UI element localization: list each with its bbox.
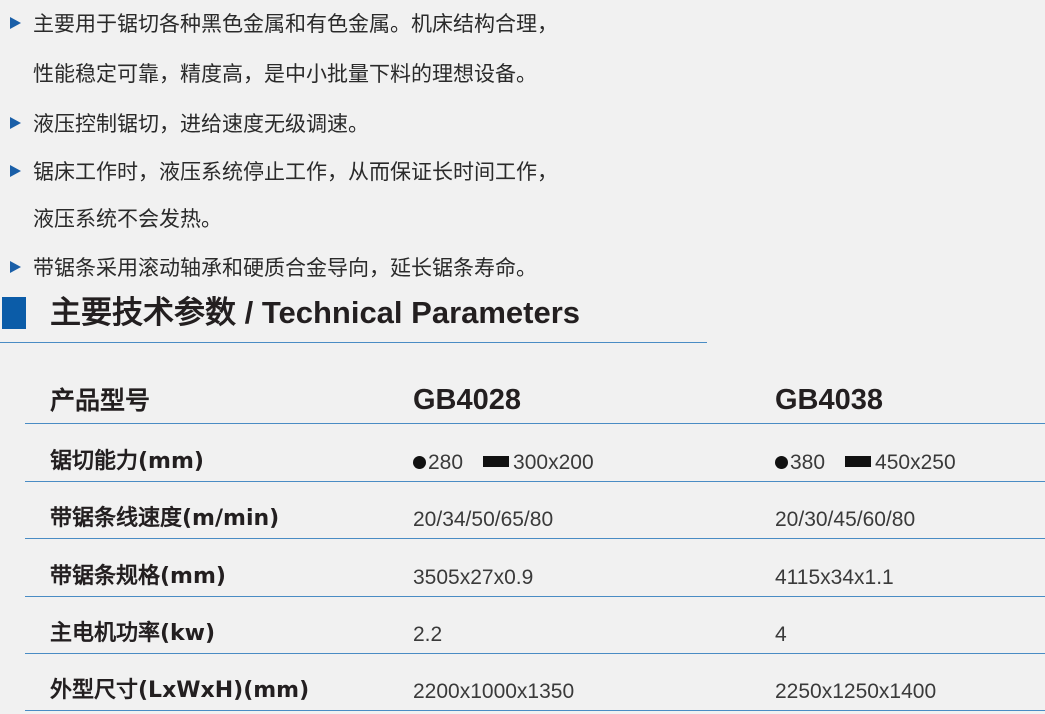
triangle-bullet-icon bbox=[10, 17, 21, 29]
feature-item: 锯床工作时，液压系统停止工作，从而保证长时间工作， bbox=[10, 158, 558, 186]
row-label: 主电机功率(kw) bbox=[50, 621, 216, 646]
table-row: 主电机功率(kw) 2.2 4 bbox=[25, 597, 1045, 654]
table-row: 外型尺寸(LxWxH)(mm) 2200x1000x1350 2250x1250… bbox=[25, 654, 1045, 711]
cell-value: 20/30/45/60/80 bbox=[775, 508, 916, 531]
feature-text: 锯床工作时，液压系统停止工作，从而保证长时间工作， bbox=[33, 160, 558, 184]
round-stock-icon bbox=[775, 456, 788, 469]
section-title: 主要技术参数 / Technical Parameters bbox=[50, 295, 581, 330]
cell-value: 2200x1000x1350 bbox=[413, 680, 575, 703]
rect-stock-icon bbox=[483, 456, 510, 467]
row-label: 带锯条线速度(m/min) bbox=[50, 506, 280, 531]
feature-item: 液压控制锯切，进给速度无级调速。 bbox=[10, 110, 369, 138]
divider bbox=[0, 342, 707, 343]
triangle-bullet-icon bbox=[10, 117, 21, 129]
triangle-bullet-icon bbox=[10, 261, 21, 273]
round-stock-icon bbox=[413, 456, 426, 469]
table-row: 带锯条线速度(m/min) 20/34/50/65/80 20/30/45/60… bbox=[25, 482, 1045, 539]
header-label: 产品型号 bbox=[50, 386, 151, 415]
table-row: 带锯条规格(mm) 3505x27x0.9 4115x34x1.1 bbox=[25, 539, 1045, 597]
round-value: 280 bbox=[428, 451, 464, 474]
cell-value: 3505x27x0.9 bbox=[413, 566, 534, 589]
round-value: 380 bbox=[790, 451, 826, 474]
cell-value: 4115x34x1.1 bbox=[775, 566, 894, 589]
feature-text: 主要用于锯切各种黑色金属和有色金属。机床结构合理， bbox=[33, 12, 558, 36]
table-header-row: 产品型号 GB4028 GB4038 bbox=[25, 370, 1045, 424]
model-gb4028: GB4028 bbox=[413, 384, 522, 416]
cell-value: 2250x1250x1400 bbox=[775, 680, 937, 703]
feature-text: 液压控制锯切，进给速度无级调速。 bbox=[33, 112, 369, 136]
capacity-value: 380 450x250 bbox=[775, 451, 956, 475]
cell-value: 4 bbox=[775, 623, 787, 646]
rect-value: 300x200 bbox=[513, 451, 594, 474]
feature-text-cont: 液压系统不会发热。 bbox=[33, 207, 222, 231]
row-label: 外型尺寸(LxWxH)(mm) bbox=[50, 678, 310, 703]
section-header: 主要技术参数 / Technical Parameters bbox=[0, 293, 707, 333]
feature-item: 带锯条采用滚动轴承和硬质合金导向，延长锯条寿命。 bbox=[10, 254, 537, 282]
model-gb4038: GB4038 bbox=[775, 384, 884, 416]
feature-item: 主要用于锯切各种黑色金属和有色金属。机床结构合理， bbox=[10, 10, 558, 38]
rect-value: 450x250 bbox=[875, 451, 956, 474]
feature-text-cont: 性能稳定可靠，精度高，是中小批量下料的理想设备。 bbox=[33, 62, 537, 86]
section-marker-icon bbox=[2, 297, 26, 329]
rect-stock-icon bbox=[845, 456, 872, 467]
row-label: 锯切能力(mm) bbox=[50, 449, 204, 474]
cell-value: 20/34/50/65/80 bbox=[413, 508, 554, 531]
table-row: 锯切能力(mm) 280 300x200 380 450x250 bbox=[25, 424, 1045, 482]
feature-text: 带锯条采用滚动轴承和硬质合金导向，延长锯条寿命。 bbox=[33, 256, 537, 280]
capacity-value: 280 300x200 bbox=[413, 451, 594, 475]
triangle-bullet-icon bbox=[10, 165, 21, 177]
row-label: 带锯条规格(mm) bbox=[50, 564, 226, 589]
cell-value: 2.2 bbox=[413, 623, 443, 646]
